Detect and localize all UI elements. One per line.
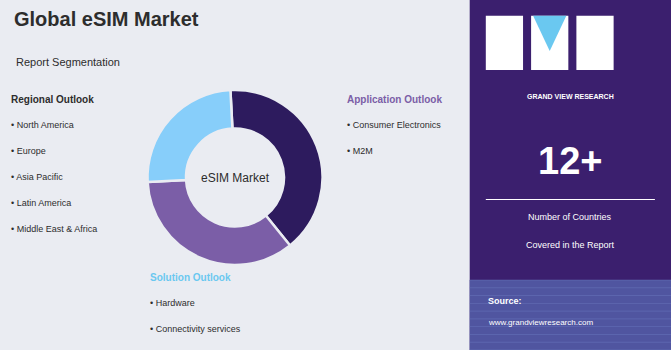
svg-text:• M2M: • M2M bbox=[347, 146, 373, 156]
svg-text:Application Outlook: Application Outlook bbox=[347, 94, 442, 105]
svg-text:• Middle East & Africa: • Middle East & Africa bbox=[11, 224, 97, 234]
svg-text:12+: 12+ bbox=[538, 140, 602, 182]
svg-text:• Consumer Electronics: • Consumer Electronics bbox=[347, 120, 441, 130]
svg-text:Solution Outlook: Solution Outlook bbox=[150, 272, 231, 283]
svg-text:Number of Countries: Number of Countries bbox=[528, 212, 612, 222]
svg-text:Covered in the Report: Covered in the Report bbox=[526, 240, 615, 250]
svg-text:• Connectivity services: • Connectivity services bbox=[150, 324, 241, 334]
svg-text:www.grandviewresearch.com: www.grandviewresearch.com bbox=[488, 318, 593, 327]
svg-text:• Asia Pacific: • Asia Pacific bbox=[11, 172, 63, 182]
svg-text:GRAND VIEW RESEARCH: GRAND VIEW RESEARCH bbox=[527, 93, 614, 100]
svg-text:eSIM Market: eSIM Market bbox=[201, 171, 270, 185]
svg-text:Source:: Source: bbox=[488, 296, 522, 306]
svg-text:Global eSIM Market: Global eSIM Market bbox=[14, 8, 199, 30]
svg-text:Regional Outlook: Regional Outlook bbox=[11, 94, 94, 105]
svg-text:• Latin America: • Latin America bbox=[11, 198, 71, 208]
svg-text:Report Segmentation: Report Segmentation bbox=[16, 56, 120, 68]
svg-text:• North America: • North America bbox=[11, 120, 74, 130]
svg-text:• Hardware: • Hardware bbox=[150, 298, 195, 308]
svg-text:• Europe: • Europe bbox=[11, 146, 46, 156]
